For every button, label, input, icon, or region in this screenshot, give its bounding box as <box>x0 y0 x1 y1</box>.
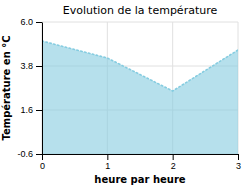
plot: 0 1 2 3 -0.6 1.6 3.8 6.0 <box>17 17 241 171</box>
tick: 0 <box>40 154 45 171</box>
tick-label: 2 <box>171 161 176 171</box>
tick-label: 3 <box>236 161 241 171</box>
tick: 2 <box>171 154 176 171</box>
tick-mark <box>238 154 239 160</box>
tick: -0.6 <box>17 149 42 159</box>
tick-label: -0.6 <box>17 149 33 159</box>
tick-label: 1 <box>105 161 110 171</box>
tick-label: 6.0 <box>20 17 33 27</box>
tick-mark <box>36 66 42 67</box>
tick: 3 <box>236 154 241 171</box>
marks <box>42 41 238 154</box>
grid-line <box>42 22 43 154</box>
y-axis-title: Température en °C <box>1 35 12 140</box>
tick-label: 3.8 <box>20 61 33 71</box>
x-axis: 0 1 2 3 <box>40 154 241 171</box>
y-axis: -0.6 1.6 3.8 6.0 <box>17 17 42 159</box>
tick-label: 0 <box>40 161 45 171</box>
area <box>42 41 238 154</box>
tick: 6.0 <box>20 17 42 27</box>
title: Evolution de la température <box>63 4 218 17</box>
tick: 3.8 <box>20 61 42 71</box>
tick-mark <box>42 154 43 160</box>
tick-mark <box>107 154 108 160</box>
tick: 1 <box>105 154 110 171</box>
tick-mark <box>173 154 174 160</box>
tick-mark <box>36 22 42 23</box>
chart: 0 1 2 3 -0.6 1.6 3.8 6.0 Evolution de la tempéra… <box>0 0 250 188</box>
tick: 1.6 <box>20 105 42 115</box>
x-axis-title: heure par heure <box>94 174 185 185</box>
tick-label: 1.6 <box>20 105 33 115</box>
tick-mark <box>36 154 42 155</box>
axis-line <box>42 23 43 155</box>
tick-mark <box>36 110 42 111</box>
grid-line <box>42 22 238 23</box>
axis-line <box>43 154 239 155</box>
line <box>42 41 238 91</box>
grid <box>42 22 238 154</box>
